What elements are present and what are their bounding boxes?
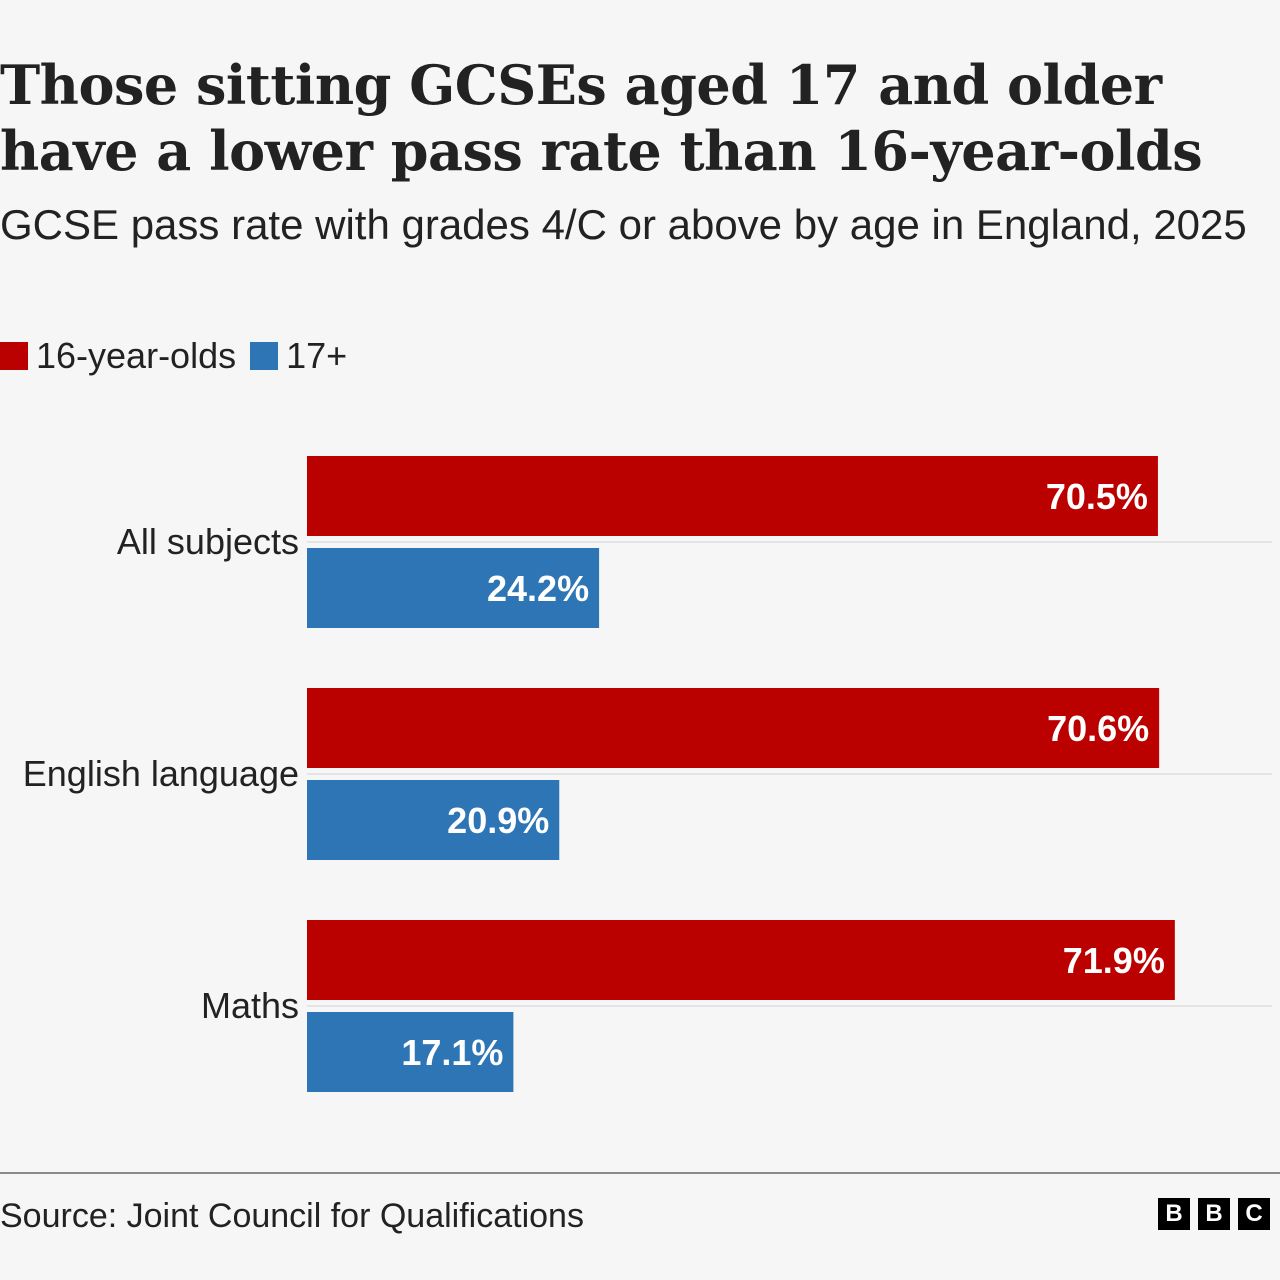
bar-17-all-subjects	[307, 548, 600, 628]
bar-16-year-olds-all-subjects	[307, 456, 1158, 536]
category-label-english-language: English language	[23, 753, 299, 794]
data-label-16-year-olds-maths: 71.9%	[1063, 940, 1165, 981]
bar-16-year-olds-maths	[307, 920, 1175, 1000]
legend-label-16-year-olds: 16-year-olds	[36, 335, 237, 376]
chart-subtitle: GCSE pass rate with grades 4/C or above …	[0, 201, 1247, 248]
legend-swatch-16-year-olds	[0, 342, 28, 370]
footer-divider	[0, 1172, 1280, 1174]
legend-item-17-plus: 17+	[250, 335, 347, 377]
bbc-logo-letter-b2: B	[1198, 1198, 1230, 1230]
data-label-16-year-olds-all-subjects: 70.5%	[1046, 476, 1148, 517]
category-label-maths: Maths	[201, 985, 299, 1026]
bbc-logo-letter-c: C	[1238, 1198, 1270, 1230]
legend-label-17-plus: 17+	[286, 335, 348, 376]
bbc-logo-letter-b1: B	[1158, 1198, 1190, 1230]
bar-chart: All subjects 70.5% 24.2% English language 70…	[23, 456, 1272, 1092]
legend-item-16-year-olds: 16-year-olds	[0, 335, 236, 377]
bar-17-english-language	[307, 780, 560, 860]
legend: 16-year-olds 17+	[0, 334, 361, 378]
bbc-logo: B B C	[1158, 1198, 1270, 1230]
chart-title: Those sitting GCSEs aged 17 and older ha…	[0, 53, 1203, 183]
bar-16-year-olds-english-language	[307, 688, 1160, 768]
category-label-all-subjects: All subjects	[117, 521, 299, 562]
bar-17-maths	[307, 1012, 514, 1092]
legend-swatch-17-plus	[250, 342, 279, 370]
data-label-17-english-language: 20.9%	[447, 800, 549, 841]
data-label-17-maths: 17.1%	[401, 1032, 503, 1073]
data-label-16-year-olds-english-language: 70.6%	[1047, 708, 1149, 749]
data-label-17-all-subjects: 24.2%	[487, 568, 589, 609]
source-note: Source: Joint Council for Qualifications	[0, 1197, 584, 1235]
